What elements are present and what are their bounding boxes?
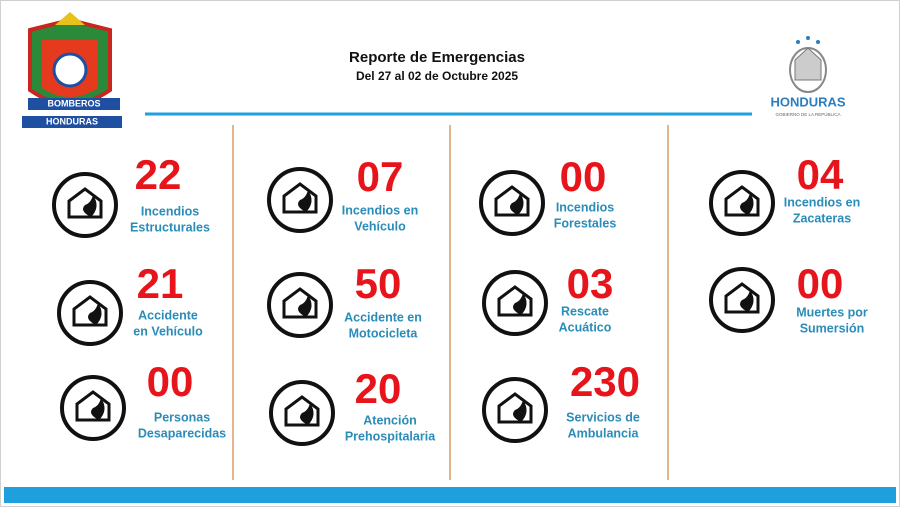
item-label: Accidente en xyxy=(344,310,422,324)
subtitle: Del 27 al 02 de Octubre 2025 xyxy=(356,69,518,83)
item-label: Accidente xyxy=(138,308,198,322)
icon-flame xyxy=(300,403,314,425)
logo-text: HONDURAS xyxy=(46,116,98,126)
item-label: Incendios xyxy=(556,200,614,214)
dividers xyxy=(232,125,669,480)
icon-flame xyxy=(91,398,105,420)
item-label: en Vehículo xyxy=(133,324,203,338)
logo-text: BOMBEROS xyxy=(47,98,100,108)
item-label: Personas xyxy=(154,410,210,424)
item-label: Acuático xyxy=(559,320,612,334)
item-label: Desaparecidas xyxy=(138,426,226,440)
item-label: Incendios xyxy=(141,204,199,218)
item-label: Sumersión xyxy=(800,321,865,335)
item-label: Incendios en xyxy=(342,203,418,217)
item-icon xyxy=(479,170,545,236)
title: Reporte de Emergencias xyxy=(349,49,525,66)
item-icon xyxy=(709,170,775,236)
item-number: 21 xyxy=(137,260,184,307)
item-label: Forestales xyxy=(554,216,617,230)
item-number: 00 xyxy=(797,260,844,307)
item-icon xyxy=(267,167,333,233)
icon-flame xyxy=(513,400,527,422)
item-label: Muertes por xyxy=(796,305,868,319)
item-label: Ambulancia xyxy=(568,426,640,440)
item-number: 07 xyxy=(357,153,404,200)
item-label: Servicios de xyxy=(566,410,640,424)
icon-flame xyxy=(298,190,312,212)
right-logo: HONDURAS GOBIERNO DE LA REPÚBLICA xyxy=(770,36,846,117)
logo-tagline: GOBIERNO DE LA REPÚBLICA xyxy=(775,111,840,117)
item-number: 50 xyxy=(355,260,402,307)
item-number: 03 xyxy=(567,260,614,307)
item-label: Atención xyxy=(363,413,416,427)
icon-flame xyxy=(298,295,312,317)
item-label: Vehículo xyxy=(354,219,406,233)
item-label: Motocicleta xyxy=(349,326,419,340)
item-number: 04 xyxy=(797,151,844,198)
left-logo: BOMBEROS HONDURAS xyxy=(22,12,122,128)
item-number: 230 xyxy=(570,358,640,405)
item-label: Prehospitalaria xyxy=(345,429,436,443)
footer-bar xyxy=(4,487,896,503)
item-icon xyxy=(267,272,333,338)
item-number: 00 xyxy=(560,153,607,200)
item-icon xyxy=(269,380,335,446)
icon-flame xyxy=(740,193,754,215)
item-label: Zacateras xyxy=(793,211,851,225)
icon-flame xyxy=(88,303,102,325)
item-label: Estructurales xyxy=(130,220,210,234)
item-icon xyxy=(60,375,126,441)
item-icon xyxy=(482,270,548,336)
item-label: Rescate xyxy=(561,304,609,318)
item-number: 00 xyxy=(147,358,194,405)
item-icon xyxy=(482,377,548,443)
item-number: 20 xyxy=(355,365,402,412)
item-icon xyxy=(52,172,118,238)
icon-flame xyxy=(510,193,524,215)
item-icon xyxy=(57,280,123,346)
icon-flame xyxy=(83,195,97,217)
item-label: Incendios en xyxy=(784,195,860,209)
logo-name: HONDURAS xyxy=(770,94,845,109)
item-icon xyxy=(709,267,775,333)
icon-flame xyxy=(740,290,754,312)
icon-flame xyxy=(513,293,527,315)
item-number: 22 xyxy=(135,151,182,198)
